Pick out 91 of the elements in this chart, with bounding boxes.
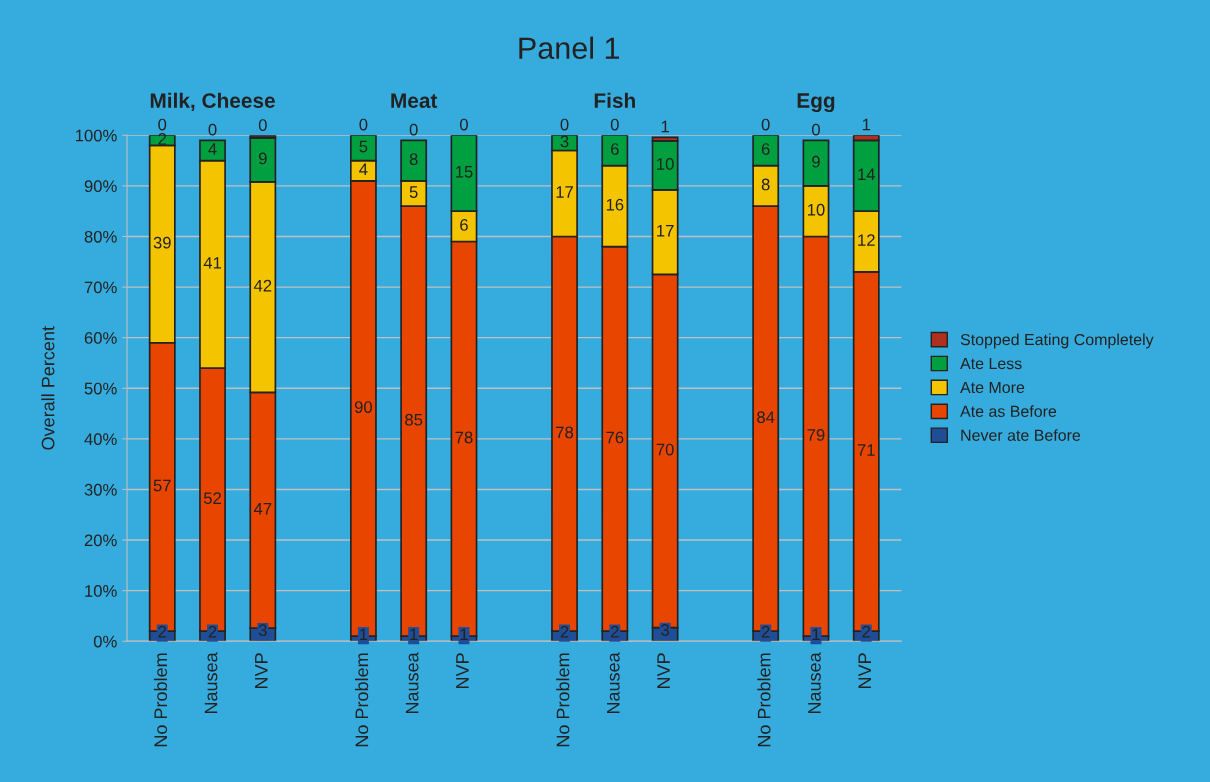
data-label: 1 (812, 628, 820, 640)
data-label: 9 (812, 155, 820, 168)
data-label: 0 (560, 118, 569, 131)
data-label: 3 (560, 135, 569, 148)
data-label: 2 (158, 625, 167, 638)
x-tick-label: No Problem (757, 653, 771, 747)
data-label: 6 (761, 143, 770, 155)
data-label: 6 (611, 143, 619, 155)
x-tick-label: Nausea (204, 652, 218, 714)
y-tick-label: 0% (93, 635, 117, 648)
data-label: 47 (253, 503, 272, 515)
data-label: 16 (606, 198, 624, 211)
data-label: 0 (359, 118, 368, 131)
data-label: 84 (757, 411, 775, 424)
chart-title: Panel 1 (519, 36, 620, 60)
data-label: 70 (656, 443, 674, 456)
y-tick-label: 50% (84, 382, 117, 395)
data-label: 8 (409, 153, 418, 166)
data-label: 78 (556, 426, 574, 439)
data-label: 12 (858, 234, 875, 246)
x-tick-label: NVP (255, 653, 268, 688)
data-label: 4 (208, 143, 217, 155)
data-label: 4 (359, 163, 368, 176)
text: Meat (391, 93, 438, 108)
y-tick-label: 30% (84, 483, 117, 496)
data-label: 57 (153, 479, 171, 492)
data-label: 76 (606, 431, 624, 444)
legend-label: Never ate Before (961, 429, 1081, 441)
data-label: 8 (761, 178, 770, 191)
data-label: 3 (258, 624, 267, 637)
y-tick-label: 10% (85, 585, 117, 597)
data-label: 5 (359, 140, 368, 153)
data-label: 79 (807, 429, 825, 441)
data-label: 2 (611, 625, 619, 638)
data-label: 10 (657, 158, 674, 170)
data-label: 41 (203, 257, 221, 269)
x-tick-label: No Problem (556, 653, 570, 747)
data-label: 1 (410, 628, 418, 640)
data-label: 78 (455, 431, 473, 444)
y-tick-label: 80% (84, 230, 117, 243)
data-label: 17 (657, 225, 674, 237)
x-tick-label: Nausea (607, 652, 620, 714)
x-tick-label: No Problem (153, 653, 168, 747)
x-tick-label: Nausea (808, 652, 821, 714)
data-label: 1 (862, 118, 871, 131)
data-label: 0 (761, 118, 770, 131)
data-label: 6 (460, 219, 468, 231)
data-label: 71 (857, 444, 875, 456)
data-label: 0 (811, 123, 820, 136)
y-tick-label: 100% (75, 129, 117, 142)
data-label: 1 (661, 120, 669, 133)
data-label: 0 (610, 118, 619, 131)
data-label: 52 (203, 492, 221, 505)
y-tick-label: 60% (84, 332, 117, 344)
data-label: 0 (258, 119, 267, 131)
data-label: 42 (253, 279, 272, 292)
text: Egg (797, 93, 835, 113)
data-label: 9 (258, 152, 267, 165)
legend-label: Ate More (960, 381, 1025, 394)
data-label: 1 (460, 628, 468, 640)
x-tick-label: NVP (858, 653, 871, 688)
data-label: 2 (761, 625, 770, 638)
y-tick-label: 90% (84, 180, 117, 193)
legend-label: Ate as Before (960, 405, 1057, 417)
text: Fish (594, 92, 635, 108)
data-label: 0 (409, 123, 418, 136)
data-label: 90 (354, 401, 373, 413)
data-label: 0 (459, 118, 468, 131)
legend-label: Ate Less (960, 358, 1022, 370)
data-label: 0 (208, 123, 217, 136)
x-tick-label: No Problem (354, 653, 369, 747)
x-tick-label: NVP (456, 653, 469, 688)
x-tick-label: NVP (657, 653, 670, 688)
y-tick-label: 70% (84, 281, 117, 294)
data-label: 17 (556, 186, 573, 198)
data-label: 2 (862, 625, 871, 638)
data-label: 5 (409, 186, 418, 198)
data-label: 15 (455, 166, 473, 178)
x-tick-label: Nausea (405, 652, 419, 714)
data-label: 10 (807, 203, 825, 216)
y-axis-title: Overall Percent (41, 326, 55, 450)
text: Milk, Cheese (150, 92, 275, 112)
data-label: 39 (153, 236, 171, 249)
data-label: 3 (661, 624, 670, 636)
y-tick-label: 40% (84, 433, 117, 446)
data-label: 85 (405, 413, 423, 426)
data-label: 14 (858, 168, 876, 181)
data-label: 0 (158, 118, 167, 131)
y-tick-label: 20% (84, 534, 117, 547)
data-label: 2 (158, 133, 167, 145)
legend-label: Stopped Eating Completely (960, 333, 1154, 349)
